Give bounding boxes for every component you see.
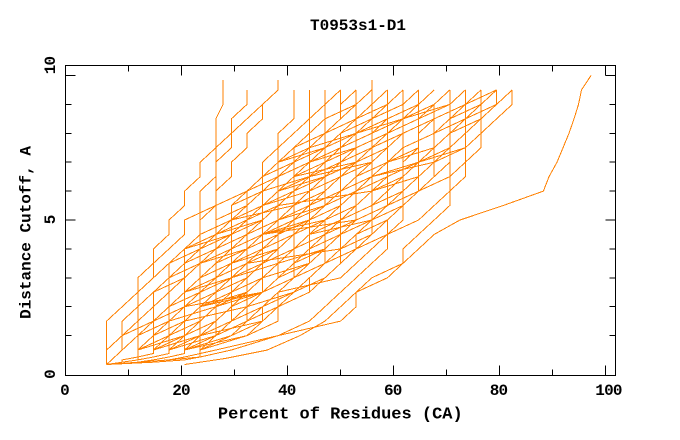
svg-text:5: 5: [42, 215, 60, 224]
svg-text:T0953s1-D1: T0953s1-D1: [310, 17, 406, 35]
svg-text:Distance Cutoff, A: Distance Cutoff, A: [18, 146, 36, 319]
svg-text:Percent of Residues (CA): Percent of Residues (CA): [218, 406, 463, 425]
svg-text:0: 0: [60, 382, 69, 400]
svg-text:10: 10: [42, 57, 60, 75]
svg-text:60: 60: [384, 382, 402, 400]
svg-text:40: 40: [278, 382, 296, 400]
svg-text:20: 20: [172, 382, 190, 400]
svg-text:80: 80: [490, 382, 508, 400]
svg-text:100: 100: [595, 382, 622, 400]
svg-text:0: 0: [42, 370, 60, 379]
